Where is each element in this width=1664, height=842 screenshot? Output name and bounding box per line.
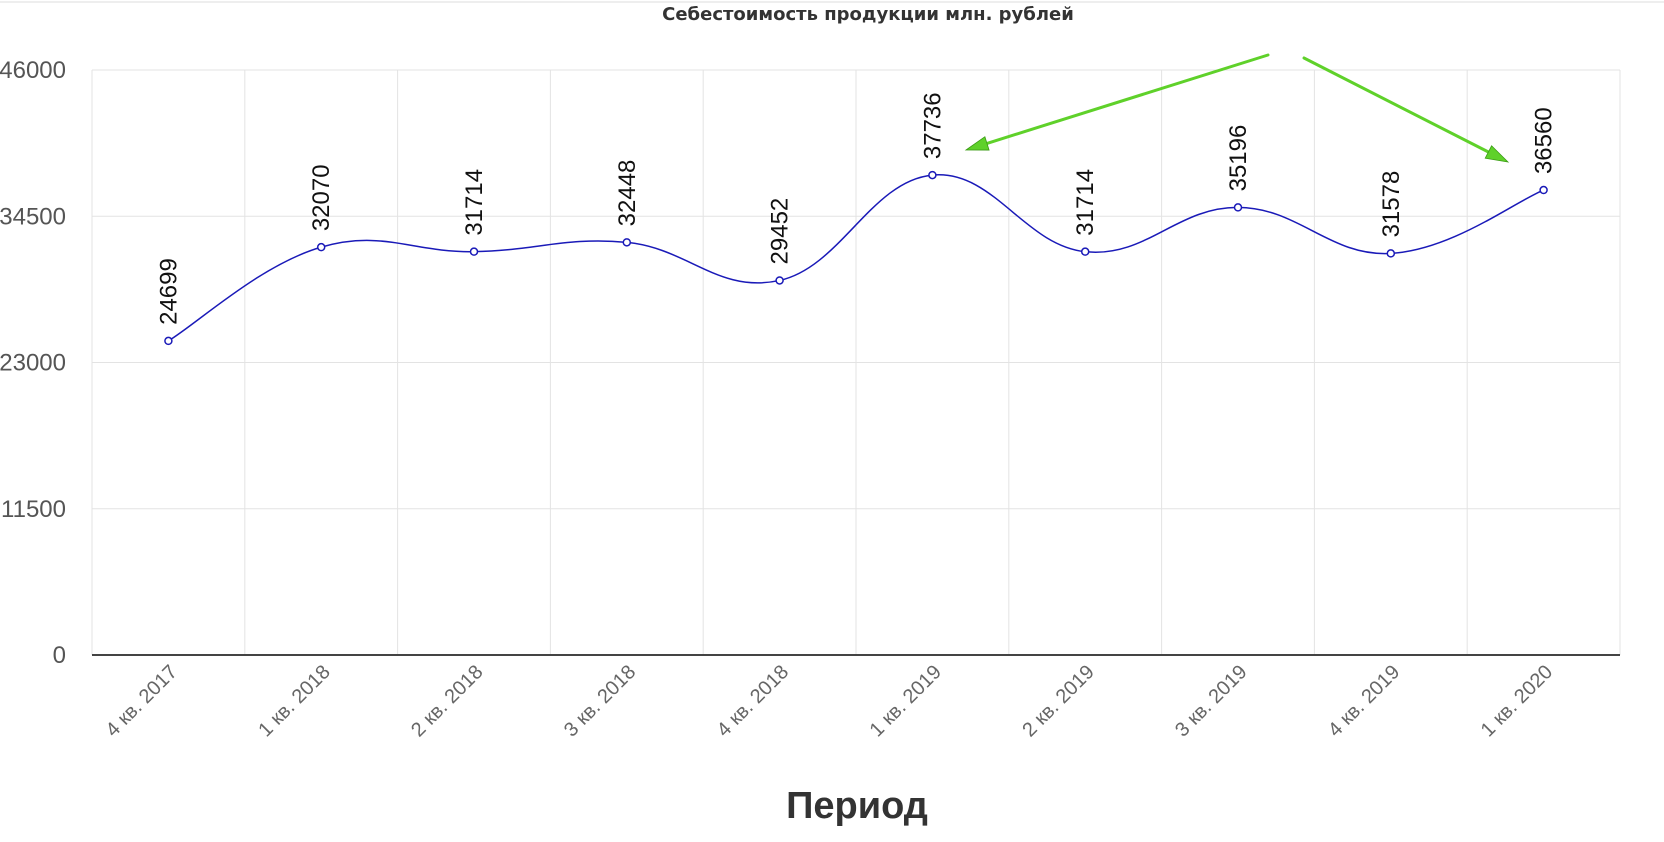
data-point <box>622 238 632 247</box>
annotation-arrow <box>1302 56 1510 163</box>
data-point <box>1539 185 1548 195</box>
x-tick-label: 4 кв. 2017 <box>102 661 182 741</box>
data-point <box>316 242 326 252</box>
series-line <box>168 174 1544 342</box>
chart-title: Себестоимость продукции млн. рублей <box>662 4 1074 25</box>
data-label: 35196 <box>1225 125 1252 192</box>
data-point <box>1233 203 1243 212</box>
data-label: 24699 <box>155 258 182 325</box>
y-axis-ticks: 0 11500 23000 34500 46000 <box>0 57 66 669</box>
x-axis-title: Период <box>786 785 928 827</box>
data-labels: 24699 32070 31714 32448 29452 37736 31714 35196… <box>155 92 1557 325</box>
x-tick-label: 1 кв. 2019 <box>866 661 946 741</box>
data-label: 31714 <box>1072 169 1099 236</box>
y-tick-label: 23000 <box>0 350 66 377</box>
data-point <box>1080 247 1090 256</box>
data-label: 32448 <box>614 160 641 227</box>
x-tick-label: 4 кв. 2019 <box>1324 661 1404 741</box>
data-label: 37736 <box>919 92 946 159</box>
x-axis-ticks: 4 кв. 2017 1 кв. 2018 2 кв. 2018 3 кв. 2018… <box>102 661 1558 741</box>
annotation-arrow <box>964 53 1270 151</box>
x-tick-label: 3 кв. 2019 <box>1171 661 1251 741</box>
y-tick-label: 11500 <box>1 496 66 523</box>
x-tick-label: 1 кв. 2018 <box>254 661 334 741</box>
data-point <box>469 247 479 256</box>
data-point <box>775 276 784 285</box>
data-point <box>1386 249 1396 258</box>
series-cost <box>164 170 1548 346</box>
grid-lines <box>91 69 1621 656</box>
data-label: 36560 <box>1531 107 1558 174</box>
y-tick-label: 46000 <box>0 57 66 84</box>
y-tick-label: 34500 <box>0 203 66 230</box>
data-label: 31578 <box>1378 171 1405 238</box>
data-label: 29452 <box>767 198 794 265</box>
data-label: 32070 <box>308 164 335 231</box>
x-tick-label: 2 кв. 2019 <box>1018 661 1098 741</box>
annotations <box>964 53 1510 163</box>
x-tick-label: 2 кв. 2018 <box>407 661 487 741</box>
x-tick-label: 1 кв. 2020 <box>1477 661 1557 741</box>
x-tick-label: 4 кв. 2018 <box>713 661 793 741</box>
x-tick-label: 3 кв. 2018 <box>560 661 640 741</box>
data-point <box>164 336 173 346</box>
data-point <box>928 170 937 180</box>
y-tick-label: 0 <box>53 642 66 669</box>
data-label: 31714 <box>461 169 488 236</box>
